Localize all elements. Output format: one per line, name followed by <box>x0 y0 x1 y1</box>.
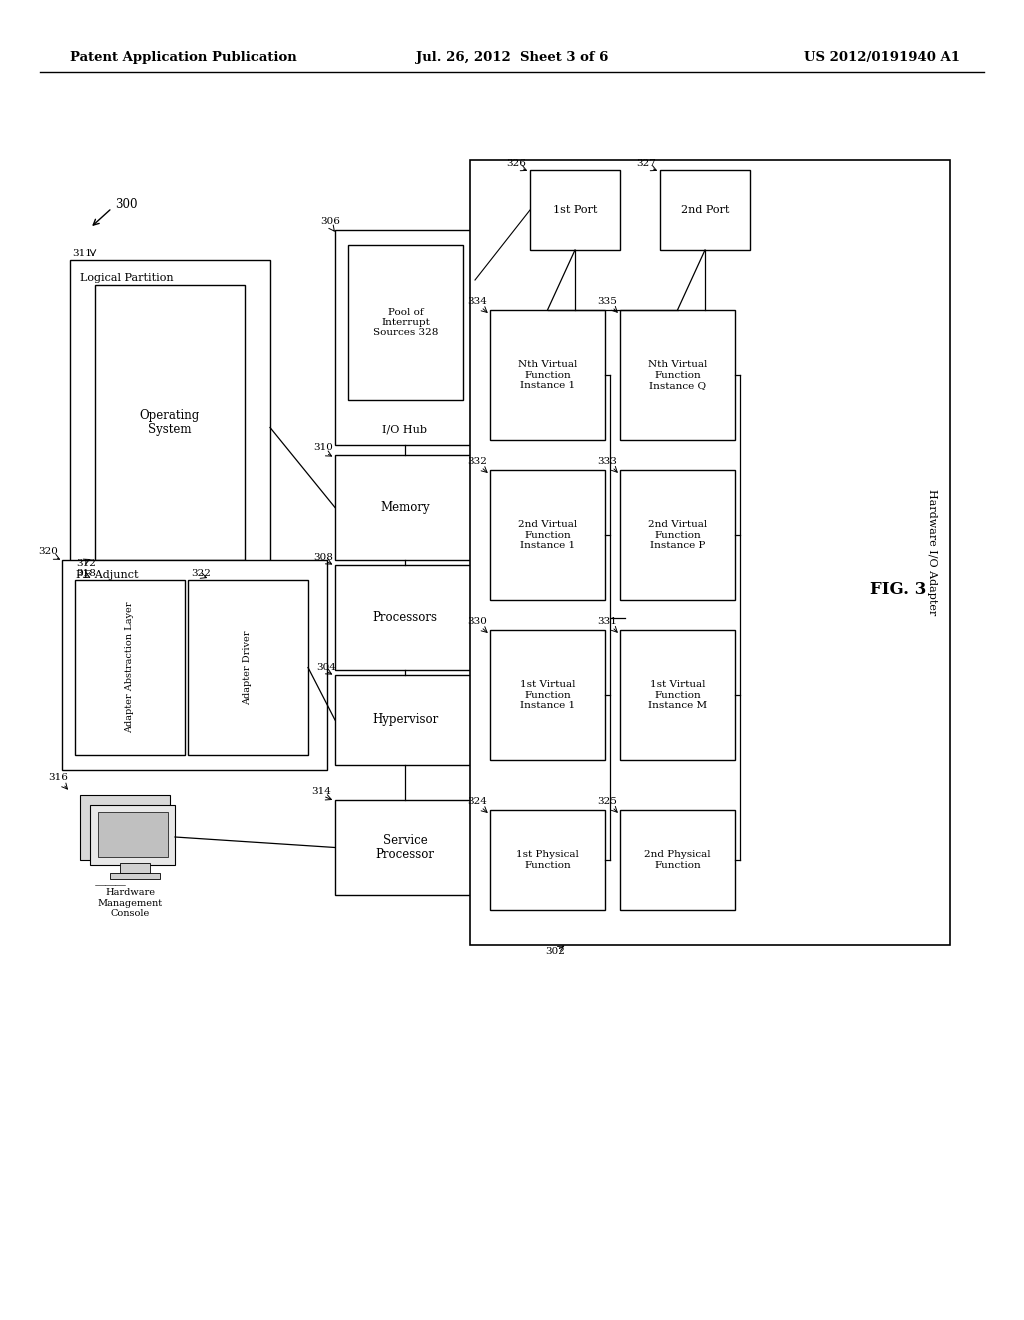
Bar <box>98 812 168 857</box>
Text: Hardware
Management
Console: Hardware Management Console <box>97 888 163 917</box>
Bar <box>188 579 308 755</box>
Text: US 2012/0191940 A1: US 2012/0191940 A1 <box>804 51 961 65</box>
Text: 332: 332 <box>467 458 486 466</box>
Text: 302: 302 <box>545 948 565 957</box>
Text: Hypervisor: Hypervisor <box>372 714 438 726</box>
Text: 310: 310 <box>313 444 333 453</box>
Bar <box>660 170 750 249</box>
Bar <box>110 873 160 879</box>
Bar <box>490 810 605 909</box>
Text: 2nd Virtual
Function
Instance 1: 2nd Virtual Function Instance 1 <box>518 520 578 550</box>
Text: 2nd Port: 2nd Port <box>681 205 729 215</box>
Text: Processors: Processors <box>373 611 437 624</box>
Bar <box>348 246 463 400</box>
Bar <box>95 285 245 560</box>
Text: Logical Partition: Logical Partition <box>80 273 174 282</box>
Bar <box>335 230 475 445</box>
Text: Pool of
Interrupt
Sources 328: Pool of Interrupt Sources 328 <box>373 308 438 338</box>
Bar <box>335 675 475 766</box>
Text: 322: 322 <box>191 569 211 578</box>
Text: 2nd Virtual
Function
Instance P: 2nd Virtual Function Instance P <box>648 520 708 550</box>
Bar <box>490 310 605 440</box>
Bar <box>75 579 185 755</box>
Text: 1st Virtual
Function
Instance M: 1st Virtual Function Instance M <box>648 680 707 710</box>
Text: 312: 312 <box>76 558 96 568</box>
Text: 318: 318 <box>76 569 96 578</box>
Text: 304: 304 <box>316 663 336 672</box>
Text: 311: 311 <box>72 248 92 257</box>
Text: 335: 335 <box>597 297 616 306</box>
Text: Operating
System: Operating System <box>140 408 200 437</box>
Text: 334: 334 <box>467 297 486 306</box>
Bar <box>620 470 735 601</box>
Text: 314: 314 <box>311 788 331 796</box>
Text: 330: 330 <box>467 618 486 627</box>
Text: 1st Virtual
Function
Instance 1: 1st Virtual Function Instance 1 <box>520 680 575 710</box>
Bar <box>335 565 475 671</box>
Text: Jul. 26, 2012  Sheet 3 of 6: Jul. 26, 2012 Sheet 3 of 6 <box>416 51 608 65</box>
Text: Memory: Memory <box>380 502 430 513</box>
Text: 325: 325 <box>597 797 616 807</box>
Bar <box>62 560 327 770</box>
Text: Patent Application Publication: Patent Application Publication <box>70 51 297 65</box>
Bar <box>490 630 605 760</box>
Text: 316: 316 <box>48 774 68 783</box>
Text: I/O Hub: I/O Hub <box>383 425 427 436</box>
Bar <box>90 805 175 865</box>
Bar <box>470 160 950 945</box>
Bar <box>530 170 620 249</box>
Text: Service
Processor: Service Processor <box>376 833 434 862</box>
Text: Nth Virtual
Function
Instance Q: Nth Virtual Function Instance Q <box>648 360 708 389</box>
Bar <box>490 470 605 601</box>
Text: Adapter Abstraction Layer: Adapter Abstraction Layer <box>126 602 134 733</box>
Bar <box>620 310 735 440</box>
Bar <box>335 800 475 895</box>
Bar <box>70 260 270 595</box>
Text: 1st Port: 1st Port <box>553 205 597 215</box>
Text: 331: 331 <box>597 618 616 627</box>
Text: PF Adjunct: PF Adjunct <box>76 570 138 579</box>
Text: 326: 326 <box>506 158 526 168</box>
Bar <box>80 795 170 861</box>
Bar <box>620 630 735 760</box>
Text: 308: 308 <box>313 553 333 561</box>
Text: Hardware I/O Adapter: Hardware I/O Adapter <box>927 490 937 615</box>
Text: Adapter Driver: Adapter Driver <box>244 630 253 705</box>
Text: 324: 324 <box>467 797 486 807</box>
Bar <box>335 455 475 560</box>
Bar <box>620 810 735 909</box>
Text: 300: 300 <box>115 198 137 211</box>
Text: 320: 320 <box>38 548 58 557</box>
Text: 1st Physical
Function: 1st Physical Function <box>516 850 579 870</box>
Text: 327: 327 <box>636 158 656 168</box>
Bar <box>120 863 150 873</box>
Text: FIG. 3: FIG. 3 <box>870 582 927 598</box>
Text: Nth Virtual
Function
Instance 1: Nth Virtual Function Instance 1 <box>518 360 578 389</box>
Text: 2nd Physical
Function: 2nd Physical Function <box>644 850 711 870</box>
Text: 333: 333 <box>597 458 616 466</box>
Text: 306: 306 <box>319 218 340 227</box>
